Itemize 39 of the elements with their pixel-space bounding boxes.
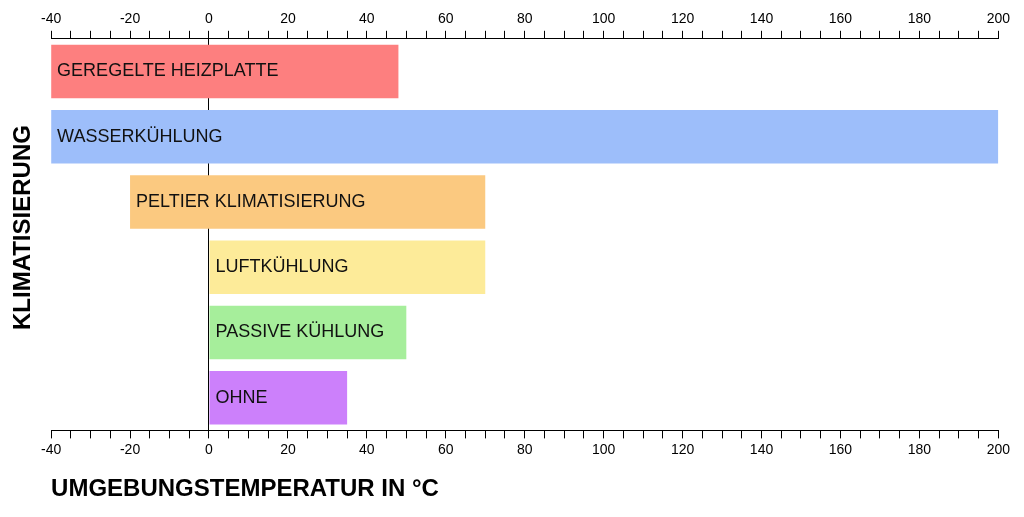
x2-tick-label: 140 (749, 10, 774, 27)
x-tick-label: 180 (907, 440, 932, 457)
y-tick-label: GEREGELTE HEIZPLATTE (57, 60, 279, 81)
x-tick-label: 60 (438, 440, 454, 457)
bar (51, 109, 999, 164)
x-tick-label: 40 (359, 440, 375, 457)
y-tick-label: PELTIER KLIMATISIERUNG (136, 190, 366, 211)
y-tick-label: OHNE (215, 386, 268, 407)
x2-tick-label: 200 (986, 10, 1011, 27)
x2-tick-label: 120 (670, 10, 695, 27)
x2-tick-label: 100 (591, 10, 616, 27)
bar (209, 240, 486, 294)
x2-tick-label: -20 (119, 10, 141, 27)
bar (130, 175, 486, 229)
x2-tick-label: 0 (205, 10, 214, 27)
x2-tick-label: 80 (516, 10, 533, 27)
y-axis-title: KLIMATISIERUNG (8, 124, 36, 333)
x-tick-label: 160 (828, 440, 853, 457)
x-tick-label: -40 (41, 440, 62, 457)
x-tick-label: 80 (516, 440, 533, 457)
x-tick-label: 140 (749, 440, 774, 457)
x2-tick-label: -40 (41, 10, 62, 27)
x2-tick-label: 160 (828, 10, 853, 27)
x-tick-label: 100 (591, 440, 616, 457)
x2-tick-label: 40 (359, 10, 375, 27)
y-tick-label: WASSERKÜHLUNG (57, 125, 223, 146)
x2-tick-label: 180 (907, 10, 932, 27)
x-tick-label: 120 (670, 440, 695, 457)
bar (51, 44, 399, 99)
x-tick-label: 20 (280, 440, 296, 457)
x2-tick-label: 60 (438, 10, 454, 27)
x2-tick-label: 20 (280, 10, 296, 27)
y-tick-label: LUFTKÜHLUNG (215, 256, 349, 277)
bar (209, 371, 348, 425)
x-tick-label: -20 (119, 440, 141, 457)
x-tick-label: 200 (986, 440, 1011, 457)
x-axis-title: UMGEBUNGSTEMPERATUR IN °C (51, 474, 439, 502)
x-tick-label: 0 (205, 440, 214, 457)
y-tick-label: PASSIVE KÜHLUNG (215, 321, 385, 342)
